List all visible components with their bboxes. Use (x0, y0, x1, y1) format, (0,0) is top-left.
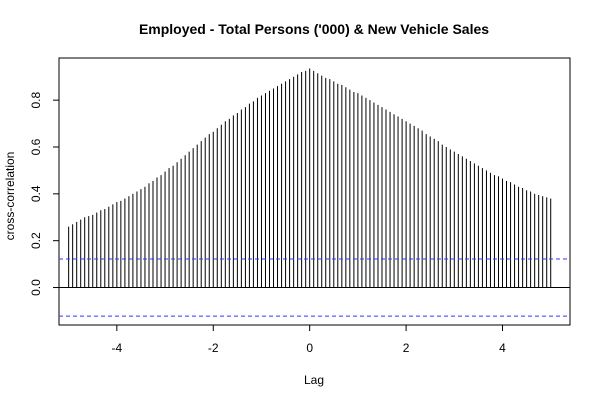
y-tick-label: 0.2 (29, 232, 43, 249)
x-tick-label: 0 (306, 341, 313, 355)
x-axis-label: Lag (304, 373, 324, 387)
plot-frame (58, 57, 571, 326)
x-tick-label: 2 (403, 341, 410, 355)
y-tick-label: 0.8 (29, 91, 43, 108)
x-tick-label: -2 (208, 341, 219, 355)
chart-title: Employed - Total Persons ('000) & New Ve… (139, 21, 489, 37)
y-tick-label: 0.6 (29, 138, 43, 155)
y-axis-label: cross-correlation (3, 152, 17, 241)
x-tick-label: 4 (499, 341, 506, 355)
y-tick-label: 0.4 (29, 185, 43, 202)
x-tick-label: -4 (112, 341, 123, 355)
y-tick-label: 0.0 (29, 279, 43, 296)
